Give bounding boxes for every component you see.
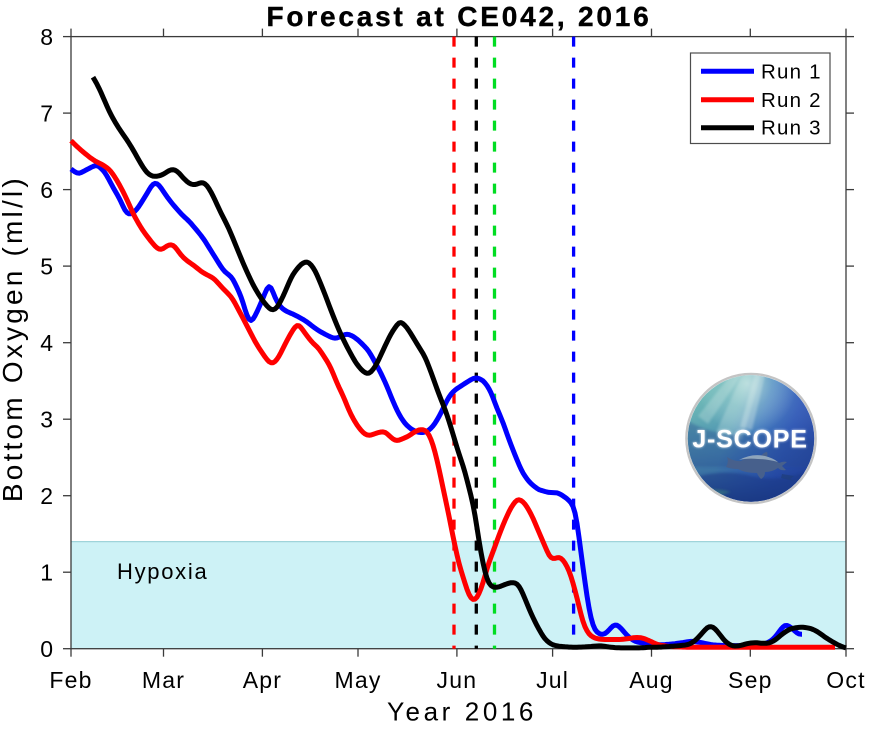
svg-text:3: 3 <box>40 407 53 433</box>
svg-text:8: 8 <box>40 24 53 50</box>
svg-text:1: 1 <box>40 560 53 586</box>
svg-text:Run 3: Run 3 <box>761 117 822 140</box>
svg-text:Bottom Oxygen (ml/l): Bottom Oxygen (ml/l) <box>0 175 28 502</box>
svg-text:Mar: Mar <box>142 667 185 693</box>
svg-text:5: 5 <box>40 254 53 280</box>
svg-text:Forecast at CE042, 2016: Forecast at CE042, 2016 <box>266 1 651 32</box>
svg-text:Year 2016: Year 2016 <box>387 697 537 727</box>
svg-text:7: 7 <box>40 101 53 127</box>
svg-text:May: May <box>334 667 381 693</box>
svg-text:Run 2: Run 2 <box>761 89 822 112</box>
svg-text:6: 6 <box>40 177 53 203</box>
svg-text:Jul: Jul <box>536 667 569 693</box>
svg-text:Aug: Aug <box>629 667 674 693</box>
svg-text:Sep: Sep <box>728 667 773 693</box>
svg-text:Oct: Oct <box>826 667 865 693</box>
svg-text:Run 1: Run 1 <box>761 60 822 83</box>
svg-text:Jun: Jun <box>437 667 478 693</box>
svg-text:Apr: Apr <box>243 667 282 693</box>
svg-text:2: 2 <box>40 483 53 509</box>
svg-text:0: 0 <box>40 636 53 662</box>
svg-text:4: 4 <box>40 330 53 356</box>
svg-text:Hypoxia: Hypoxia <box>117 559 208 584</box>
svg-text:Feb: Feb <box>49 667 92 693</box>
svg-text:J-SCOPE: J-SCOPE <box>692 426 807 454</box>
svg-text:J-SCOPE: J-SCOPE <box>692 426 807 454</box>
